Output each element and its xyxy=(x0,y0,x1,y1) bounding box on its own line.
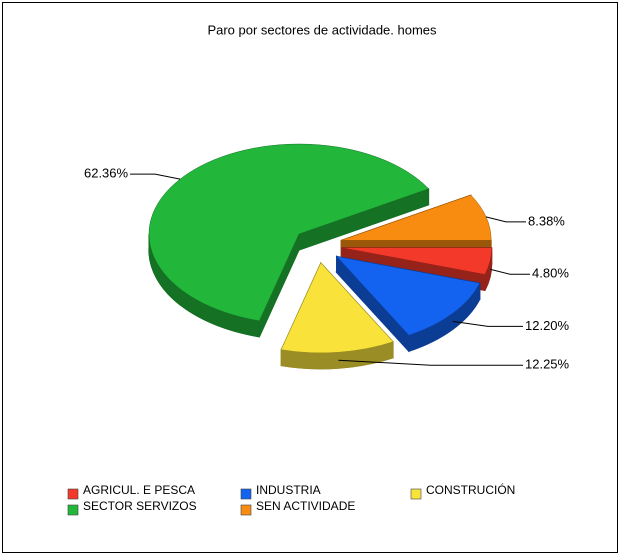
slice xyxy=(148,143,430,322)
legend-label: CONSTRUCIÓN xyxy=(426,482,515,497)
legend-label: INDUSTRIA xyxy=(256,483,321,497)
slice xyxy=(335,256,481,336)
leader-line xyxy=(452,320,523,327)
legend-label: SECTOR SERVIZOS xyxy=(83,499,197,513)
data-label: 12.20% xyxy=(525,318,570,333)
legend-label: AGRICUL. E PESCA xyxy=(83,483,195,497)
leader-line xyxy=(485,216,527,223)
leader-line xyxy=(338,359,523,366)
chart-title: Paro por sectores de actividade. homes xyxy=(207,22,437,37)
legend-swatch xyxy=(67,504,79,516)
data-label: 12.25% xyxy=(525,357,570,372)
legend-label: SEN ACTIVIDADE xyxy=(256,499,355,513)
slice xyxy=(341,247,492,275)
data-label: 4.80% xyxy=(532,266,569,281)
data-label: 8.38% xyxy=(528,213,565,228)
legend-swatch xyxy=(410,488,422,500)
slice xyxy=(341,194,492,241)
leader-line xyxy=(489,268,531,275)
slice xyxy=(280,262,394,354)
legend-swatch xyxy=(240,488,252,500)
legend-swatch xyxy=(67,488,79,500)
legend-swatch xyxy=(240,504,252,516)
leader-line xyxy=(130,173,181,180)
data-label: 62.36% xyxy=(84,166,129,181)
